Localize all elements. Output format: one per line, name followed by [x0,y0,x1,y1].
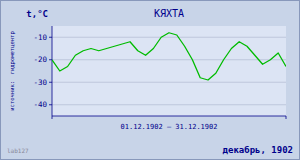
x-label: 01.12.1902 – 31.12.1902 [121,123,218,131]
grid-line [52,104,286,105]
chart: -40 -30 -20 -10 КЯХТА t,°C 01.12.1902 – 31.12.… [0,0,300,160]
footer-left: lab127 [7,147,29,154]
grid-line [52,82,286,83]
y-tick-label: -20 [33,55,47,64]
y-tick-label: -10 [33,33,47,42]
y-label: t,°C [26,9,48,19]
x-tick [52,116,53,119]
plot-marks [52,33,286,80]
source-label: источник: гидрометцентр [9,31,16,110]
x-tick [286,116,287,119]
y-tick [49,104,52,105]
background [1,1,300,160]
footer-right: декабрь, 1902 [223,145,293,155]
grid-line [52,37,286,38]
grid-line [52,59,286,60]
plot-area [52,26,286,116]
y-tick [49,82,52,83]
y-tick [49,59,52,60]
y-tick [49,37,52,38]
x-axis [52,116,286,117]
y-tick-label: -40 [33,100,47,109]
y-tick-label: -30 [33,78,47,87]
y-axis [52,26,53,116]
temperature-line [52,33,286,80]
title: КЯХТА [154,8,184,19]
